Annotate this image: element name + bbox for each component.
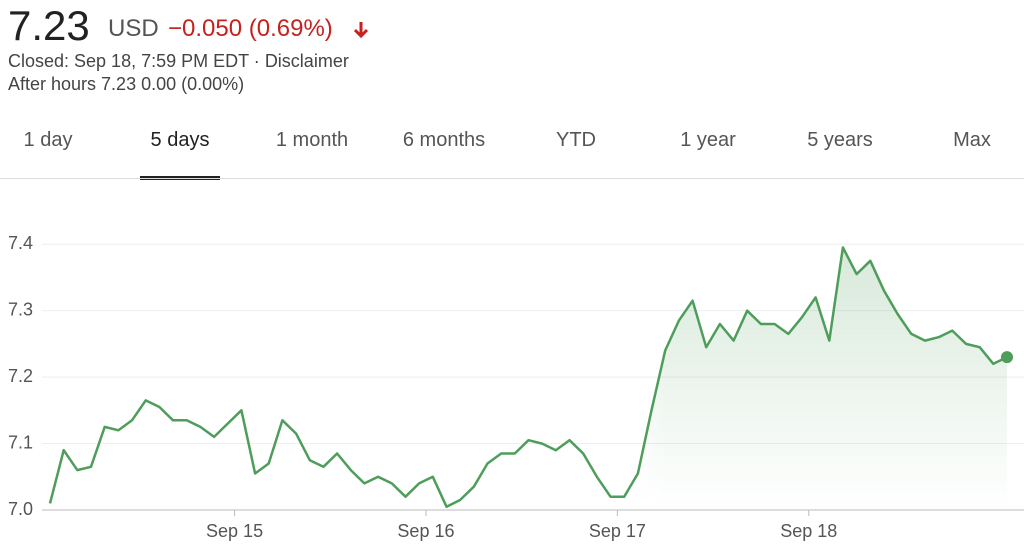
y-tick-label: 7.0 <box>8 499 33 519</box>
range-tab[interactable]: YTD <box>556 129 596 151</box>
currency: USD <box>108 15 159 42</box>
x-tick-label: Sep 16 <box>397 521 454 541</box>
y-tick-label: 7.3 <box>8 299 33 319</box>
x-tick-label: Sep 18 <box>780 521 837 541</box>
after-hours: After hours 7.23 0.00 (0.00%) <box>8 74 245 94</box>
range-tab[interactable]: 1 day <box>23 129 73 151</box>
range-tab[interactable]: 1 month <box>275 129 349 151</box>
closed-line: Closed: Sep 18, 7:59 PM EDT · Disclaimer <box>8 51 349 72</box>
area-fill <box>50 247 1007 510</box>
x-tick-label: Sep 15 <box>206 521 263 541</box>
range-tab[interactable]: Max <box>953 129 991 151</box>
price-line <box>48 246 1008 508</box>
y-tick-label: 7.2 <box>8 366 33 386</box>
range-tab[interactable]: 1 year <box>680 129 736 151</box>
y-tick-label: 7.4 <box>8 233 33 253</box>
divider <box>0 178 1024 179</box>
down-arrow <box>353 22 369 39</box>
last-point <box>1001 351 1013 364</box>
range-tab[interactable]: 6 months <box>402 129 486 151</box>
y-tick-label: 7.1 <box>8 432 33 452</box>
price: 7.23 <box>8 2 90 49</box>
range-tab[interactable]: 5 years <box>807 129 873 151</box>
x-tick-label: Sep 17 <box>589 521 646 541</box>
disclaimer-link[interactable]: Disclaimer <box>264 51 349 71</box>
closed-time: Closed: Sep 18, 7:59 PM EDT · <box>8 51 260 71</box>
chart: 7.0 7.1 7.2 7.3 7.4 Sep 15 Sep 16 Sep 17 Sep 18 <box>8 233 1024 541</box>
range-tab[interactable]: 5 days <box>150 129 210 151</box>
price-change: −0.050 (0.69%) <box>168 15 333 42</box>
